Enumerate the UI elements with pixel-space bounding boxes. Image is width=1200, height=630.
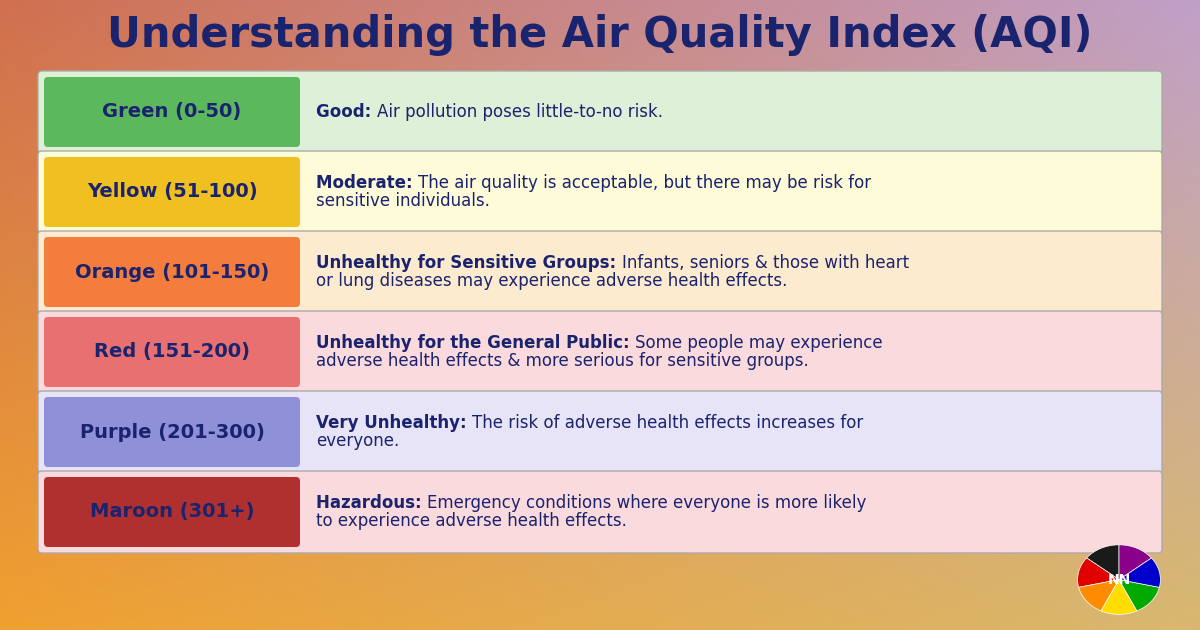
Text: Infants, seniors & those with heart: Infants, seniors & those with heart bbox=[622, 254, 910, 272]
FancyBboxPatch shape bbox=[38, 391, 1162, 473]
Text: Green (0-50): Green (0-50) bbox=[102, 103, 241, 122]
Text: Emergency conditions where everyone is more likely: Emergency conditions where everyone is m… bbox=[427, 494, 866, 512]
FancyBboxPatch shape bbox=[38, 231, 1162, 313]
FancyBboxPatch shape bbox=[44, 317, 300, 387]
Text: Purple (201-300): Purple (201-300) bbox=[79, 423, 264, 442]
Text: Unhealthy for Sensitive Groups:: Unhealthy for Sensitive Groups: bbox=[316, 254, 622, 272]
Wedge shape bbox=[1079, 580, 1120, 611]
Text: Unhealthy for the General Public:: Unhealthy for the General Public: bbox=[316, 334, 635, 352]
FancyBboxPatch shape bbox=[38, 151, 1162, 233]
Text: Orange (101-150): Orange (101-150) bbox=[74, 263, 269, 282]
Text: Red (151-200): Red (151-200) bbox=[94, 343, 250, 362]
Text: Very Unhealthy:: Very Unhealthy: bbox=[316, 414, 473, 432]
Text: The risk of adverse health effects increases for: The risk of adverse health effects incre… bbox=[473, 414, 864, 432]
Text: Understanding the Air Quality Index (AQI): Understanding the Air Quality Index (AQI… bbox=[107, 14, 1093, 56]
Text: or lung diseases may experience adverse health effects.: or lung diseases may experience adverse … bbox=[316, 272, 787, 290]
Text: NN: NN bbox=[1108, 573, 1130, 587]
Text: The air quality is acceptable, but there may be risk for: The air quality is acceptable, but there… bbox=[419, 174, 871, 192]
Wedge shape bbox=[1078, 558, 1120, 587]
Text: Maroon (301+): Maroon (301+) bbox=[90, 503, 254, 522]
Wedge shape bbox=[1120, 558, 1160, 587]
FancyBboxPatch shape bbox=[44, 77, 300, 147]
Text: adverse health effects & more serious for sensitive groups.: adverse health effects & more serious fo… bbox=[316, 352, 809, 370]
Text: Some people may experience: Some people may experience bbox=[635, 334, 883, 352]
FancyBboxPatch shape bbox=[44, 397, 300, 467]
FancyBboxPatch shape bbox=[44, 157, 300, 227]
Text: Air pollution poses little-to-no risk.: Air pollution poses little-to-no risk. bbox=[377, 103, 662, 121]
Text: Yellow (51-100): Yellow (51-100) bbox=[86, 183, 257, 202]
FancyBboxPatch shape bbox=[38, 71, 1162, 153]
Text: Hazardous:: Hazardous: bbox=[316, 494, 427, 512]
FancyBboxPatch shape bbox=[38, 311, 1162, 393]
Text: Moderate:: Moderate: bbox=[316, 174, 419, 192]
Wedge shape bbox=[1120, 545, 1151, 580]
Wedge shape bbox=[1120, 580, 1159, 611]
Text: everyone.: everyone. bbox=[316, 432, 400, 450]
Wedge shape bbox=[1087, 545, 1120, 580]
FancyBboxPatch shape bbox=[44, 477, 300, 547]
FancyBboxPatch shape bbox=[38, 471, 1162, 553]
Text: Good:: Good: bbox=[316, 103, 377, 121]
Wedge shape bbox=[1102, 580, 1136, 614]
Text: to experience adverse health effects.: to experience adverse health effects. bbox=[316, 512, 626, 530]
Text: sensitive individuals.: sensitive individuals. bbox=[316, 192, 490, 210]
FancyBboxPatch shape bbox=[44, 237, 300, 307]
